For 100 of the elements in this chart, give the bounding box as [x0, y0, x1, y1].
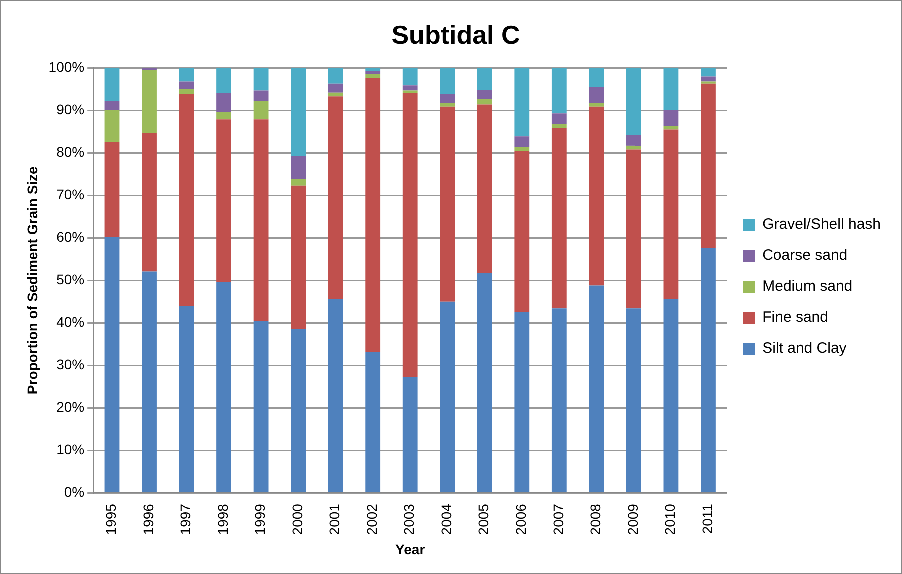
bar: [701, 84, 716, 248]
x-tick-label: 2009: [624, 504, 641, 536]
bar: [589, 68, 604, 88]
bar: [514, 147, 530, 152]
bar: [291, 156, 306, 180]
bar: [291, 179, 306, 186]
bar: [701, 248, 716, 492]
legend-label: Medium sand: [762, 278, 853, 296]
bar: [477, 90, 492, 100]
x-tick-label: 2002: [364, 504, 380, 536]
x-tick-label: 1997: [178, 504, 194, 536]
y-tick-label: 100%: [48, 59, 85, 76]
bar: [216, 112, 232, 120]
bar: [328, 68, 344, 84]
bar: [142, 133, 157, 272]
bar: [664, 126, 679, 130]
y-tick-label: 50%: [56, 271, 85, 288]
bar: [477, 104, 492, 273]
bar: [328, 92, 344, 97]
x-tick-label: 2001: [326, 504, 343, 536]
bar: [664, 110, 679, 126]
legend-label: Fine sand: [762, 309, 828, 326]
x-tick-label: 2010: [662, 504, 678, 536]
y-tick-label: 10%: [56, 441, 85, 458]
bar: [626, 150, 642, 309]
bar: [552, 308, 567, 492]
bar: [402, 377, 418, 492]
bar: [626, 146, 642, 150]
bar: [142, 70, 157, 134]
bar: [254, 101, 269, 120]
bar: [328, 96, 344, 300]
x-axis-title: Year: [396, 541, 426, 558]
bar: [440, 94, 456, 104]
x-tick-label: 1996: [140, 504, 156, 536]
bar: [179, 68, 194, 82]
bar: [626, 135, 642, 146]
y-tick-label: 0%: [64, 484, 85, 500]
bar: [366, 74, 381, 78]
y-tick-label: 90%: [56, 102, 85, 118]
bar: [216, 120, 232, 282]
y-tick-label: 70%: [56, 186, 85, 203]
bar: [402, 90, 418, 94]
x-tick-label: 1995: [103, 504, 120, 536]
bar: [589, 106, 604, 286]
bar: [664, 68, 679, 110]
bar: [514, 68, 530, 137]
bar: [440, 302, 456, 492]
bar: [291, 68, 306, 156]
bar: [216, 68, 232, 94]
bar: [328, 84, 344, 93]
bar: [589, 103, 604, 107]
bar: [626, 68, 642, 136]
bar: [514, 312, 530, 492]
bar: [589, 286, 604, 492]
bar: [402, 93, 418, 378]
bar: [701, 76, 716, 82]
legend-label: Gravel/Shell hash: [762, 216, 882, 234]
y-tick-label: 80%: [56, 144, 85, 160]
bar: [291, 186, 306, 330]
bar: [366, 78, 381, 352]
bar: [626, 308, 642, 492]
bar: [440, 106, 456, 302]
bar: [701, 68, 716, 77]
bar: [254, 68, 269, 91]
y-axis-title: Proportion of Sediment Grain Size: [24, 166, 40, 395]
x-tick-label: 2000: [289, 504, 306, 536]
bar: [552, 114, 567, 124]
bar: [477, 272, 492, 492]
x-tick-label: 1998: [214, 504, 231, 536]
bar: [104, 237, 120, 492]
bar: [291, 329, 306, 492]
bar: [664, 130, 679, 300]
bar: [179, 89, 194, 94]
bar: [589, 87, 604, 104]
bar: [328, 299, 344, 492]
bar: [402, 68, 418, 86]
bar: [366, 71, 381, 74]
bar: [552, 124, 567, 128]
y-tick-label: 40%: [56, 314, 85, 330]
bar: [514, 151, 530, 312]
y-tick-label: 30%: [56, 356, 85, 372]
bar: [552, 128, 567, 309]
bar: [254, 320, 269, 492]
x-tick-label: 2003: [401, 504, 418, 536]
bar: [514, 136, 530, 148]
bar: [104, 142, 120, 238]
x-tick-label: 2005: [476, 504, 492, 536]
x-tick-label: 2011: [699, 504, 716, 534]
bar: [104, 68, 120, 102]
x-tick-label: 1999: [252, 504, 268, 536]
bar: [440, 68, 456, 94]
x-tick-label: 2007: [550, 504, 566, 536]
legend-label: Silt and Clay: [762, 340, 848, 358]
chart-title: Subtidal C: [392, 20, 520, 50]
bar: [664, 299, 679, 492]
bar: [179, 306, 194, 492]
bar: [477, 68, 492, 90]
bar: [179, 94, 194, 306]
bar: [142, 272, 157, 492]
bar: [254, 90, 269, 102]
